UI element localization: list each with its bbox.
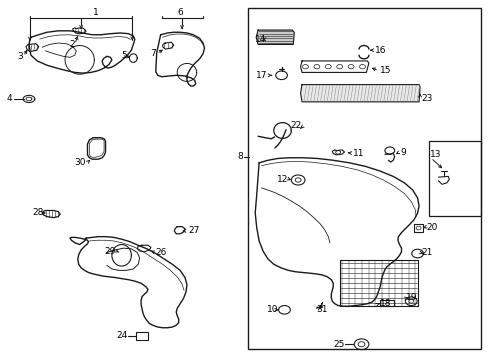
Text: 8: 8 (237, 152, 243, 161)
Text: 23: 23 (420, 94, 431, 103)
Text: 12: 12 (276, 175, 288, 184)
Text: 6: 6 (177, 8, 183, 17)
Text: 3: 3 (17, 52, 22, 61)
Text: 21: 21 (420, 248, 431, 257)
Text: 13: 13 (429, 150, 440, 159)
Text: 14: 14 (255, 35, 266, 44)
Text: 4: 4 (6, 94, 12, 103)
Polygon shape (300, 85, 419, 102)
Text: 10: 10 (266, 305, 278, 314)
Bar (136, 332, 148, 339)
Text: 11: 11 (352, 149, 364, 158)
Text: 18: 18 (379, 299, 391, 308)
Text: 2: 2 (69, 40, 75, 49)
Text: 9: 9 (400, 148, 406, 157)
Text: 30: 30 (74, 158, 86, 167)
Text: 28: 28 (32, 208, 43, 217)
Text: 27: 27 (188, 226, 200, 235)
Bar (428, 140, 480, 216)
Text: 16: 16 (374, 46, 386, 55)
Text: 25: 25 (332, 340, 344, 349)
Text: 31: 31 (316, 305, 327, 314)
Bar (379, 301, 393, 306)
Text: 17: 17 (256, 71, 267, 80)
Polygon shape (256, 30, 294, 44)
Text: 20: 20 (425, 223, 436, 232)
Text: 22: 22 (290, 121, 302, 130)
Bar (248, 8, 480, 348)
Text: 1: 1 (93, 8, 99, 17)
Text: 15: 15 (379, 66, 391, 75)
Text: 19: 19 (406, 293, 417, 302)
Text: 24: 24 (116, 332, 127, 341)
Text: 26: 26 (156, 248, 167, 257)
Text: 5: 5 (122, 51, 127, 60)
Text: 29: 29 (103, 247, 115, 256)
Text: 7: 7 (150, 49, 156, 58)
Bar (413, 224, 422, 232)
